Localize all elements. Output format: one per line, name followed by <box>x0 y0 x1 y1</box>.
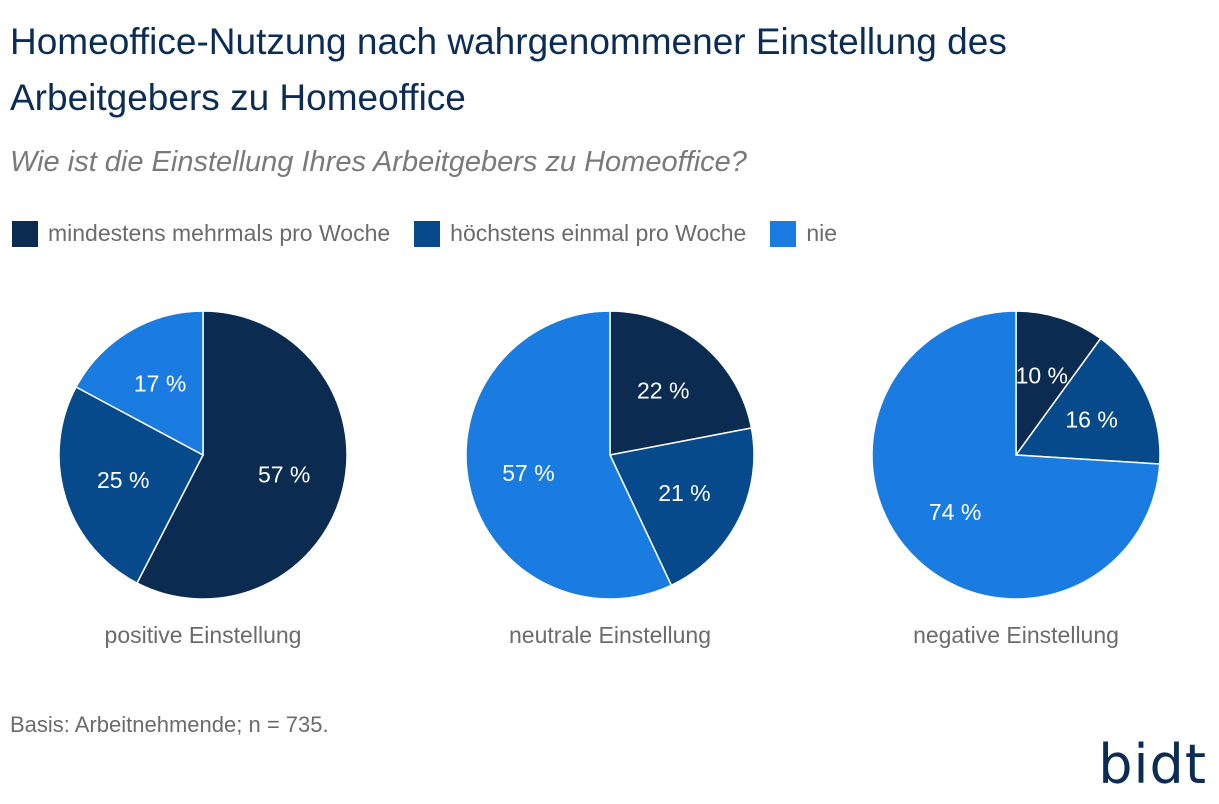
basis-note: Basis: Arbeitnehmende; n = 735. <box>10 712 329 737</box>
pie-category-label-neutrale-einstellung: neutrale Einstellung <box>509 622 711 648</box>
pie-negative-einstellung: 10 % 16 % 74 % negative Einstellung <box>871 310 1161 648</box>
legend-label-mehrmals: mindestens mehrmals pro Woche <box>48 220 391 246</box>
legend-label-einmal: höchstens einmal pro Woche <box>450 220 747 246</box>
legend-item-einmal: höchstens einmal pro Woche <box>414 220 746 247</box>
legend-item-nie: nie <box>770 220 837 247</box>
bidt-logo: bidt <box>1098 733 1207 796</box>
pie-label-positive-einstellung-2: 25 % <box>97 467 149 493</box>
pie-positive-einstellung: 57 % 25 % 17 % positive Einstellung <box>58 310 348 648</box>
pie-slice-positive-einstellung-1 <box>136 310 348 600</box>
pie-label-positive-einstellung-3: 17 % <box>134 370 186 396</box>
pie-slice-neutrale-einstellung-3 <box>465 310 673 600</box>
pie-slice-neutrale-einstellung-2 <box>608 427 755 587</box>
pie-label-negative-einstellung-3: 74 % <box>929 499 981 525</box>
legend-swatch-mehrmals <box>12 220 38 247</box>
pie-slice-neutrale-einstellung-1 <box>609 310 753 456</box>
pie-neutrale-einstellung: 22 % 21 % 57 % neutrale Einstellung <box>465 310 755 648</box>
pie-slice-negative-einstellung-2 <box>1014 337 1161 465</box>
pie-slice-negative-einstellung-3 <box>871 310 1161 600</box>
pie-slice-positive-einstellung-3 <box>75 310 204 457</box>
legend-swatch-einmal <box>414 220 441 247</box>
chart-title: Homeoffice-Nutzung nach wahrgenommener E… <box>10 21 1007 118</box>
pie-charts-svg: 57 % 25 % 17 % positive Einstellung 22 % 21 %… <box>58 310 1161 648</box>
legend: mindestens mehrmals pro Woche höchstens … <box>12 220 861 247</box>
pie-label-positive-einstellung-1: 57 % <box>258 462 310 488</box>
pie-charts-area: 57 % 25 % 17 % positive Einstellung 22 % 21 %… <box>0 300 1219 670</box>
legend-swatch-nie <box>770 220 797 247</box>
pie-label-neutrale-einstellung-1: 22 % <box>637 378 689 404</box>
legend-item-mehrmals: mindestens mehrmals pro Woche <box>12 220 390 247</box>
pie-category-label-negative-einstellung: negative Einstellung <box>913 622 1119 648</box>
pie-slice-negative-einstellung-1 <box>1015 310 1102 458</box>
pie-category-label-positive-einstellung: positive Einstellung <box>105 622 302 648</box>
chart-subtitle: Wie ist die Einstellung Ihres Arbeitgebe… <box>10 146 747 178</box>
legend-label-nie: nie <box>806 220 838 246</box>
pie-label-neutrale-einstellung-2: 21 % <box>658 480 710 506</box>
pie-label-negative-einstellung-2: 16 % <box>1065 406 1117 432</box>
pie-label-negative-einstellung-1: 10 % <box>1016 363 1068 389</box>
pie-label-neutrale-einstellung-3: 57 % <box>502 460 554 486</box>
